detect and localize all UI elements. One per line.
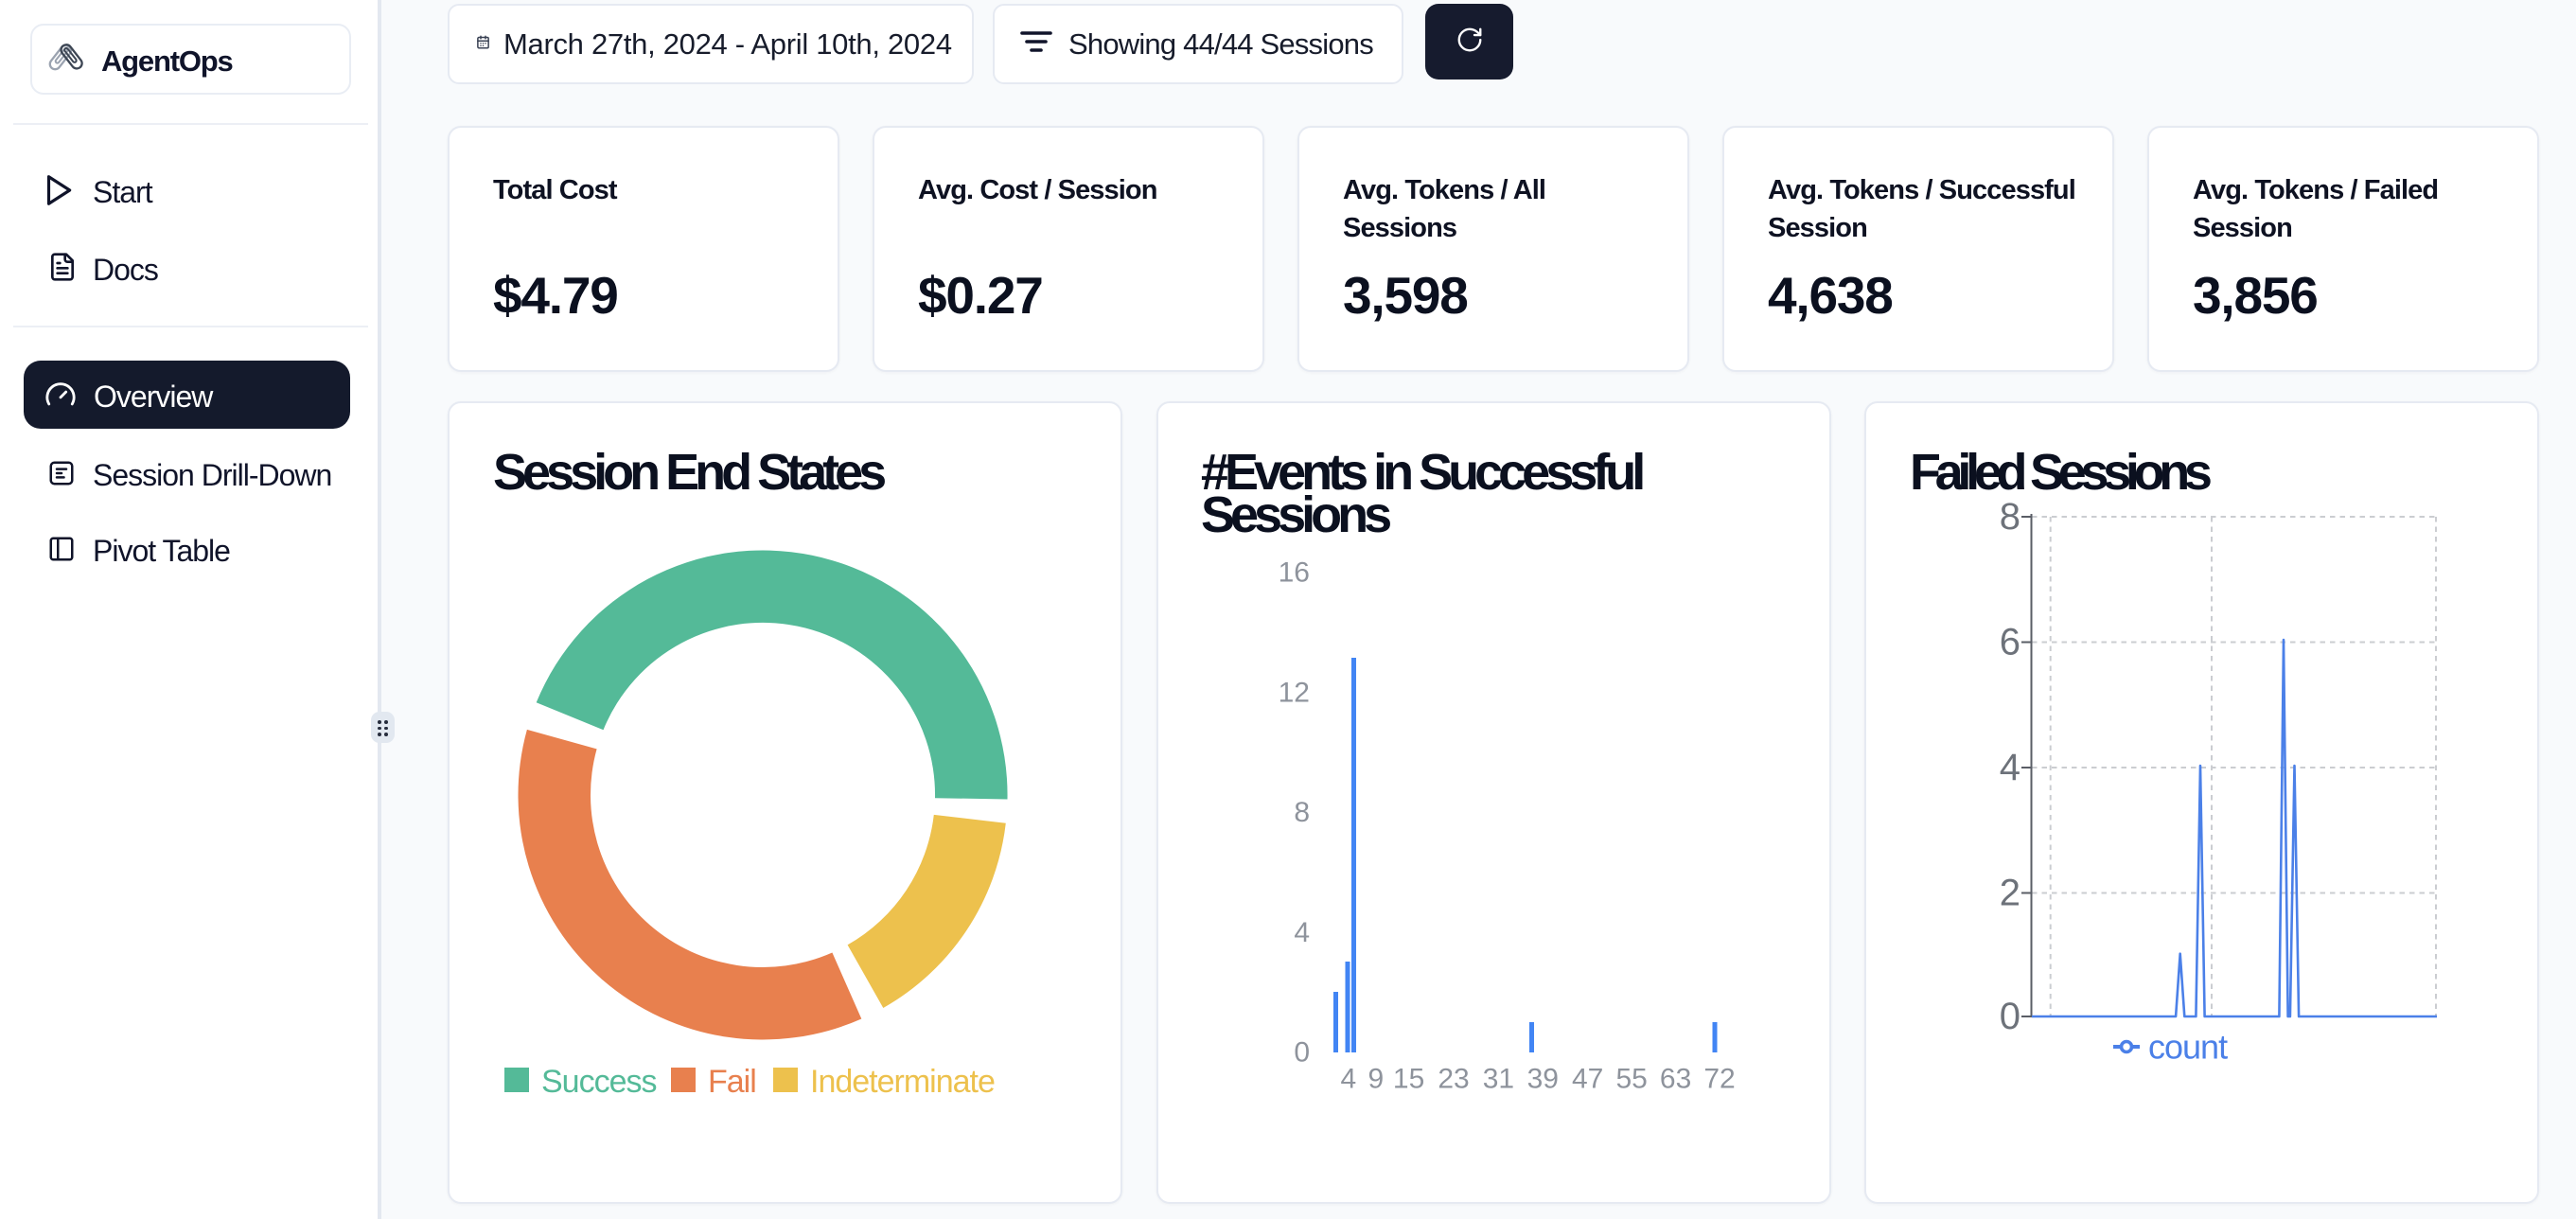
svg-text:4: 4 xyxy=(1340,1064,1356,1095)
svg-text:23: 23 xyxy=(1438,1064,1469,1095)
svg-text:count: count xyxy=(2148,1028,2228,1067)
svg-text:47: 47 xyxy=(1572,1064,1603,1095)
svg-text:8: 8 xyxy=(2000,496,2020,538)
svg-text:16: 16 xyxy=(1279,557,1310,589)
svg-text:0: 0 xyxy=(2000,996,2020,1037)
svg-text:63: 63 xyxy=(1660,1064,1691,1095)
svg-text:6: 6 xyxy=(2000,622,2020,663)
svg-text:8: 8 xyxy=(1294,797,1310,828)
svg-text:15: 15 xyxy=(1393,1064,1424,1095)
svg-text:2: 2 xyxy=(2000,873,2020,914)
svg-text:9: 9 xyxy=(1367,1064,1384,1095)
svg-text:12: 12 xyxy=(1279,677,1310,708)
svg-text:4: 4 xyxy=(2000,747,2020,788)
svg-text:72: 72 xyxy=(1703,1064,1735,1095)
svg-text:4: 4 xyxy=(1294,917,1310,948)
svg-text:31: 31 xyxy=(1483,1064,1514,1095)
svg-text:55: 55 xyxy=(1616,1064,1648,1095)
svg-text:0: 0 xyxy=(1294,1037,1310,1069)
svg-text:39: 39 xyxy=(1527,1064,1559,1095)
